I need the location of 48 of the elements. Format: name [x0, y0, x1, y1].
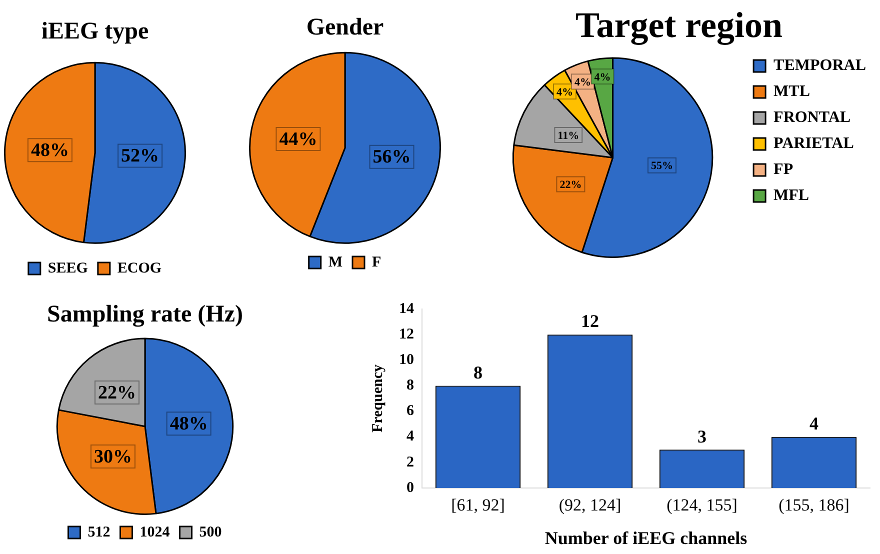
legend-label: 1024 [140, 524, 170, 540]
legend-label: SEEG [48, 260, 88, 276]
y-axis-title: Frequency [370, 364, 386, 433]
data-label: 4% [574, 76, 591, 88]
legend-label: F [372, 254, 382, 270]
data-label: 56% [372, 146, 411, 168]
data-label: 4 [810, 414, 818, 434]
chart-title: Gender [306, 14, 384, 41]
chart-title: Target region [576, 4, 782, 45]
x-tick-label: (124, 155] [666, 496, 738, 515]
y-tick-label: 4 [406, 428, 414, 445]
data-label: 12 [581, 311, 599, 332]
y-tick-label: 0 [406, 480, 414, 496]
y-tick-label: 12 [399, 326, 414, 342]
x-axis-title: Number of iEEG channels [544, 528, 748, 548]
legend-label: PARIETAL [774, 135, 854, 152]
data-label: 4% [594, 71, 611, 84]
y-tick-label: 6 [406, 403, 414, 420]
legend-label: MTL [774, 83, 810, 100]
y-tick-label: 2 [406, 454, 414, 470]
data-label: 22% [560, 179, 582, 192]
legend-label: ECOG [117, 260, 162, 276]
data-label: 3 [698, 426, 706, 446]
chart-title: iEEG type [41, 18, 150, 45]
legend-label: FP [774, 161, 794, 178]
data-label: 8 [474, 362, 482, 382]
data-label: 52% [121, 146, 160, 167]
x-tick-label: (92, 124] [558, 496, 622, 515]
legend-label: TEMPORAL [774, 57, 866, 74]
data-label: 30% [94, 446, 132, 468]
data-label: 22% [98, 382, 136, 404]
y-tick-label: 14 [399, 300, 414, 317]
chart-title: Sampling rate (Hz) [47, 302, 243, 328]
x-tick-label: [61, 92] [451, 496, 505, 515]
legend-label: M [328, 254, 343, 270]
y-tick-label: 8 [406, 378, 414, 394]
y-tick-label: 10 [399, 352, 414, 368]
data-label: 11% [558, 130, 580, 142]
legend-label: MFL [774, 187, 810, 204]
legend-label: 500 [199, 524, 222, 540]
data-label: 48% [170, 414, 208, 435]
data-label: 55% [650, 160, 673, 172]
x-tick-label: (155, 186] [778, 496, 850, 515]
data-label: 48% [30, 140, 69, 161]
legend-label: 512 [88, 524, 110, 540]
data-label: 44% [279, 128, 318, 150]
data-label: 4% [556, 86, 573, 98]
legend-label: FRONTAL [774, 109, 851, 126]
